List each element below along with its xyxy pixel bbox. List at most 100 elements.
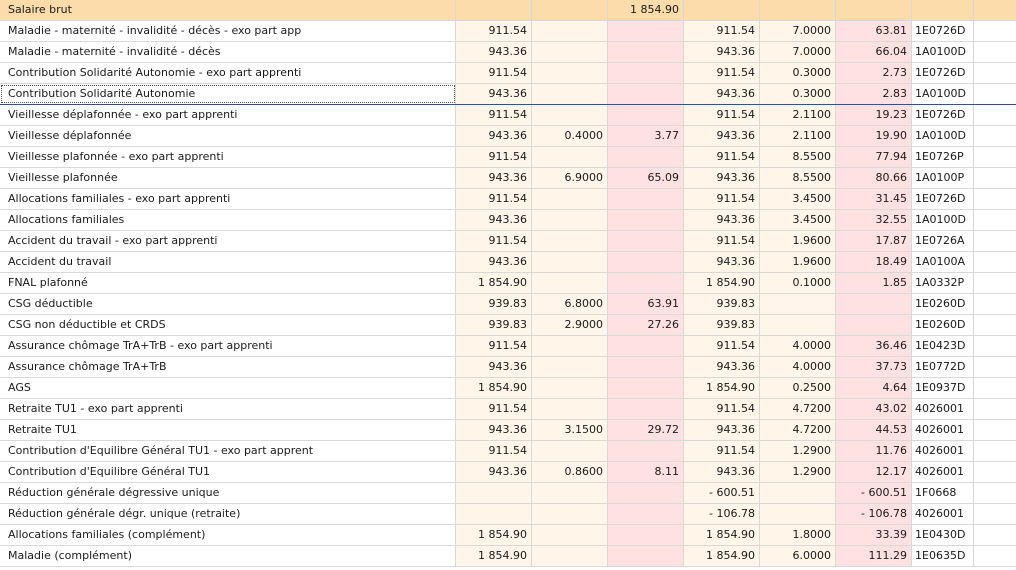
employer-base-cell: 911.54: [684, 336, 760, 356]
employee-rate-cell: 6.8000: [532, 294, 608, 314]
row-label: Maladie - maternité - invalidité - décès…: [0, 21, 456, 41]
code-cell: 1A0332P: [912, 273, 974, 293]
table-row[interactable]: Réduction générale dégr. unique (retrait…: [0, 504, 1016, 525]
employee-rate-cell: [532, 42, 608, 62]
base-cell: 943.36: [456, 126, 532, 146]
code-cell: 4026001: [912, 399, 974, 419]
extra-cell: [974, 483, 1016, 503]
code-cell: 4026001: [912, 462, 974, 482]
base-cell: 943.36: [456, 210, 532, 230]
table-row[interactable]: Assurance chômage TrA+TrB 943.36 943.36 4.0…: [0, 357, 1016, 378]
row-label: FNAL plafonné: [0, 273, 456, 293]
employer-base-cell: - 600.51: [684, 483, 760, 503]
table-row[interactable]: CSG déductible 939.83 6.8000 63.91 939.83 1E0…: [0, 294, 1016, 315]
table-row[interactable]: Allocations familiales - exo part appren…: [0, 189, 1016, 210]
employee-amount-cell: [608, 42, 684, 62]
table-row[interactable]: Assurance chômage TrA+TrB - exo part app…: [0, 336, 1016, 357]
employee-rate-cell: 2.9000: [532, 315, 608, 335]
employer-base-cell: 1 854.90: [684, 525, 760, 545]
employer-amount-cell: - 106.78: [836, 504, 912, 524]
employee-rate-cell: [532, 378, 608, 398]
extra-cell: [974, 168, 1016, 188]
code-cell: 1A0100D: [912, 84, 974, 104]
employee-rate-cell: [532, 0, 608, 20]
row-label: Vieillesse plafonnée - exo part apprenti: [0, 147, 456, 167]
extra-cell: [974, 399, 1016, 419]
code-cell: 4026001: [912, 441, 974, 461]
table-row[interactable]: Contribution Solidarité Autonomie - exo …: [0, 63, 1016, 84]
employee-rate-cell: [532, 399, 608, 419]
code-cell: 1A0100P: [912, 168, 974, 188]
table-row[interactable]: Accident du travail - exo part apprenti 9…: [0, 231, 1016, 252]
employee-rate-cell: [532, 483, 608, 503]
employee-amount-cell: [608, 378, 684, 398]
base-cell: 911.54: [456, 336, 532, 356]
employer-base-cell: 943.36: [684, 42, 760, 62]
employee-amount-cell: 65.09: [608, 168, 684, 188]
table-row[interactable]: Accident du travail 943.36 943.36 1.9600 18.…: [0, 252, 1016, 273]
extra-cell: [974, 273, 1016, 293]
employer-base-cell: 1 854.90: [684, 378, 760, 398]
table-row[interactable]: Allocations familiales 943.36 943.36 3.4500…: [0, 210, 1016, 231]
employee-rate-cell: [532, 357, 608, 377]
employer-base-cell: 1 854.90: [684, 546, 760, 566]
employer-base-cell: [684, 0, 760, 20]
table-row[interactable]: Retraite TU1 943.36 3.1500 29.72 943.36 4.720…: [0, 420, 1016, 441]
table-row[interactable]: Contribution d'Equilibre Général TU1 - e…: [0, 441, 1016, 462]
table-row[interactable]: Vieillesse plafonnée - exo part apprenti…: [0, 147, 1016, 168]
employer-base-cell: 911.54: [684, 105, 760, 125]
table-row[interactable]: Contribution d'Equilibre Général TU1 943.…: [0, 462, 1016, 483]
extra-cell: [974, 336, 1016, 356]
employer-rate-cell: [760, 315, 836, 335]
employee-amount-cell: [608, 273, 684, 293]
code-cell: [912, 0, 974, 20]
table-row[interactable]: Vieillesse déplafonnée - exo part appren…: [0, 105, 1016, 126]
employer-base-cell: 911.54: [684, 441, 760, 461]
code-cell: 1E0726D: [912, 21, 974, 41]
employer-amount-cell: 33.39: [836, 525, 912, 545]
base-cell: 943.36: [456, 42, 532, 62]
employee-amount-cell: [608, 147, 684, 167]
table-row[interactable]: AGS 1 854.90 1 854.90 0.2500 4.64 1E0937D: [0, 378, 1016, 399]
employer-base-cell: 943.36: [684, 126, 760, 146]
table-row[interactable]: Maladie - maternité - invalidité - décès…: [0, 21, 1016, 42]
table-row[interactable]: Vieillesse plafonnée 943.36 6.9000 65.09 943…: [0, 168, 1016, 189]
base-cell: 911.54: [456, 63, 532, 83]
table-row[interactable]: Retraite TU1 - exo part apprenti 911.54 91…: [0, 399, 1016, 420]
table-row[interactable]: Maladie (complément) 1 854.90 1 854.90 6.00…: [0, 546, 1016, 567]
employee-amount-cell: [608, 231, 684, 251]
code-cell: 1A0100A: [912, 252, 974, 272]
employer-rate-cell: [760, 0, 836, 20]
table-row[interactable]: Réduction générale dégressive unique - 60…: [0, 483, 1016, 504]
table-row[interactable]: CSG non déductible et CRDS 939.83 2.9000 27…: [0, 315, 1016, 336]
employee-rate-cell: [532, 210, 608, 230]
table-row[interactable]: Contribution Solidarité Autonomie 943.36 9…: [0, 84, 1016, 105]
employee-rate-cell: [532, 525, 608, 545]
employer-base-cell: 911.54: [684, 399, 760, 419]
employer-base-cell: 943.36: [684, 357, 760, 377]
code-cell: 1E0430D: [912, 525, 974, 545]
row-label: CSG non déductible et CRDS: [0, 315, 456, 335]
employee-rate-cell: [532, 189, 608, 209]
employer-amount-cell: 77.94: [836, 147, 912, 167]
employer-rate-cell: 1.9600: [760, 252, 836, 272]
employer-amount-cell: [836, 294, 912, 314]
table-row[interactable]: Vieillesse déplafonnée 943.36 0.4000 3.77 94…: [0, 126, 1016, 147]
employer-amount-cell: [836, 0, 912, 20]
header-row-salaire-brut[interactable]: Salaire brut 1 854.90: [0, 0, 1016, 21]
table-row[interactable]: Allocations familiales (complément) 1 854…: [0, 525, 1016, 546]
employer-rate-cell: 7.0000: [760, 21, 836, 41]
employer-base-cell: 911.54: [684, 63, 760, 83]
employee-amount-cell: 3.77: [608, 126, 684, 146]
employer-amount-cell: 2.83: [836, 84, 912, 104]
employer-base-cell: 939.83: [684, 315, 760, 335]
employer-rate-cell: 4.7200: [760, 399, 836, 419]
employer-amount-cell: 32.55: [836, 210, 912, 230]
employer-amount-cell: 43.02: [836, 399, 912, 419]
table-row[interactable]: FNAL plafonné 1 854.90 1 854.90 0.1000 1.85 1…: [0, 273, 1016, 294]
base-cell: 1 854.90: [456, 273, 532, 293]
table-row[interactable]: Maladie - maternité - invalidité - décès…: [0, 42, 1016, 63]
extra-cell: [974, 252, 1016, 272]
employer-amount-cell: 4.64: [836, 378, 912, 398]
employee-amount-cell: [608, 336, 684, 356]
